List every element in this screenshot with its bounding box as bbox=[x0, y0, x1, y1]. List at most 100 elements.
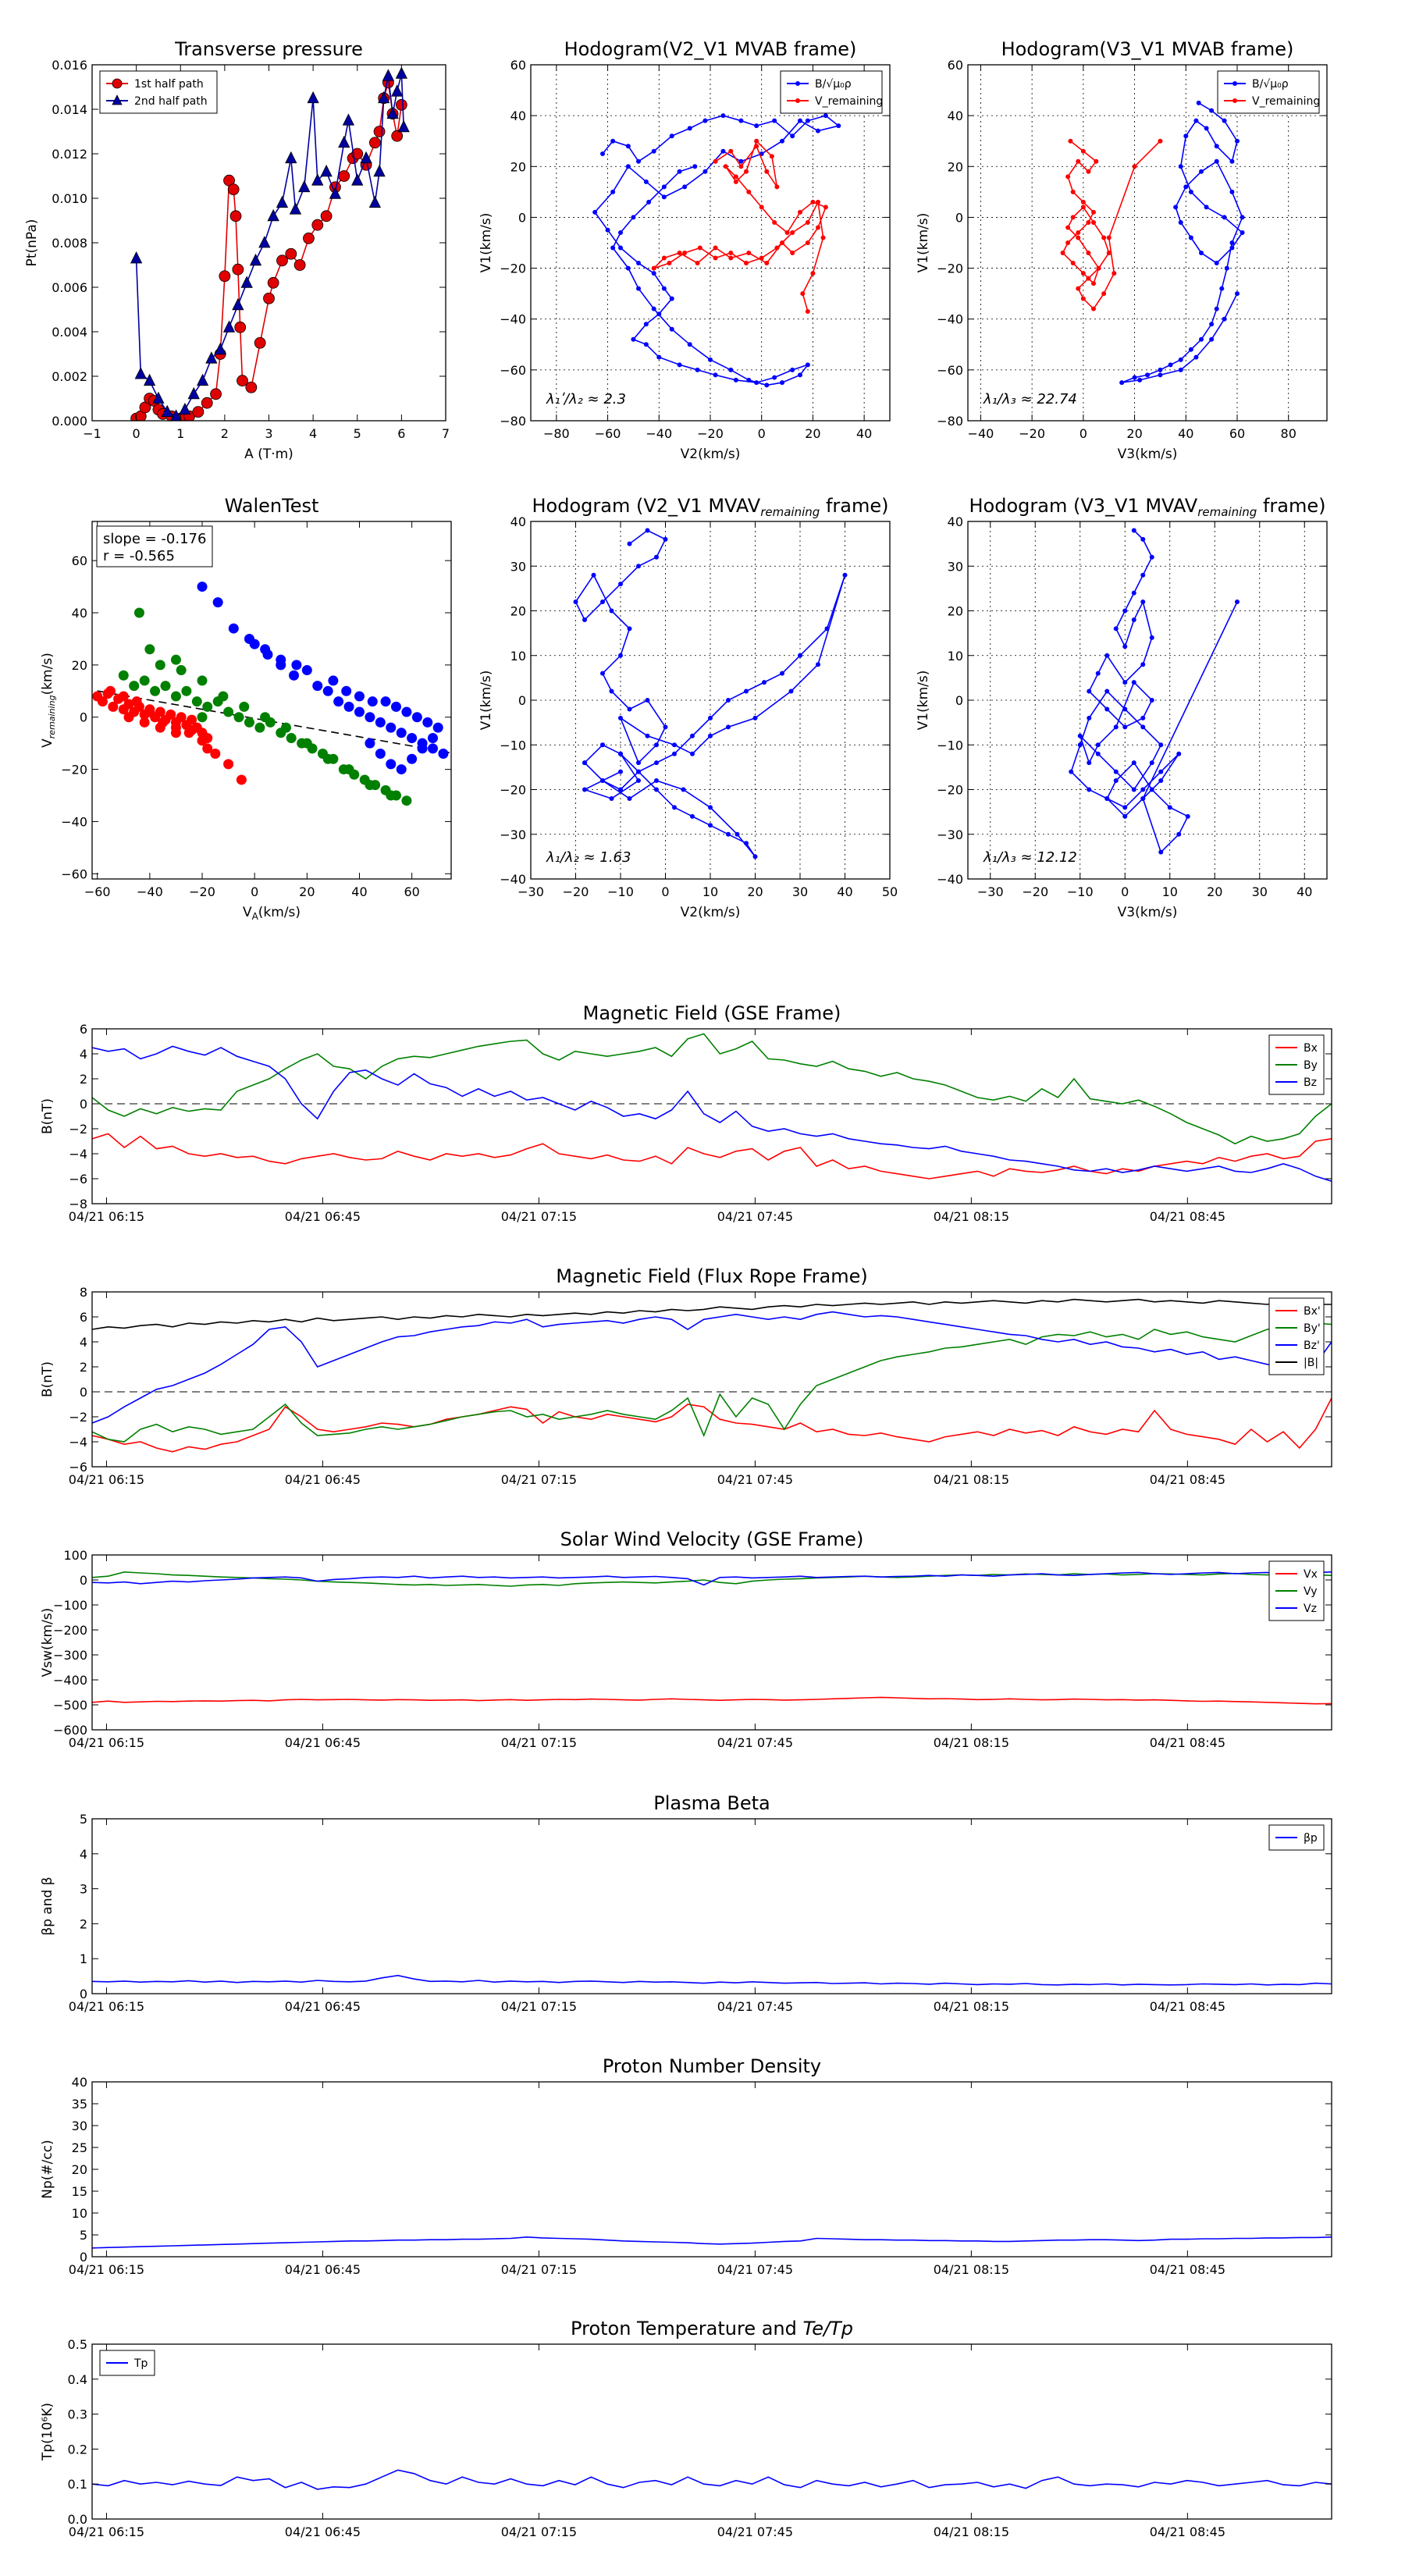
data-point bbox=[582, 617, 587, 622]
ratio-annotation: λ₁/λ₂ ≈ 1.63 bbox=[546, 849, 631, 866]
x-tick-label: 04/21 07:15 bbox=[501, 1472, 577, 1487]
data-point bbox=[1140, 572, 1146, 578]
plot-area bbox=[92, 1571, 1332, 1705]
x-tick-label: −20 bbox=[563, 884, 589, 899]
data-point bbox=[236, 774, 247, 785]
data-point bbox=[170, 409, 182, 421]
y-tick-label: 5 bbox=[80, 1812, 87, 1827]
data-point bbox=[343, 764, 354, 775]
data-point bbox=[690, 751, 695, 756]
data-point bbox=[1235, 291, 1240, 297]
y-axis-label: V1(km/s) bbox=[478, 213, 494, 273]
data-point bbox=[728, 251, 734, 256]
series-line bbox=[92, 1045, 1332, 1182]
data-point bbox=[1178, 164, 1183, 169]
data-point bbox=[1131, 760, 1136, 766]
y-tick-label: −4 bbox=[69, 1147, 87, 1162]
x-tick-label: 50 bbox=[882, 884, 898, 899]
data-point bbox=[258, 236, 271, 248]
chart-title: Hodogram (V3_V1 MVAVremaining frame) bbox=[969, 495, 1326, 519]
stats-box bbox=[96, 525, 213, 568]
axes-frame bbox=[967, 521, 1328, 880]
data-point bbox=[1178, 367, 1183, 372]
data-point bbox=[636, 564, 641, 569]
y-axis-label: βp and β bbox=[40, 1877, 55, 1935]
data-point bbox=[1145, 372, 1150, 378]
data-point bbox=[1140, 662, 1146, 667]
data-point bbox=[391, 84, 404, 97]
data-point bbox=[375, 717, 386, 728]
data-point bbox=[338, 170, 350, 182]
legend-box bbox=[99, 70, 218, 114]
data-point bbox=[754, 144, 759, 149]
data-point bbox=[625, 265, 631, 271]
legend-label: B/√μ₀ρ bbox=[1252, 78, 1289, 91]
data-point bbox=[170, 654, 181, 665]
x-tick-label: 20 bbox=[747, 884, 763, 899]
data-point bbox=[97, 696, 108, 707]
plot-area bbox=[92, 1974, 1332, 1986]
data-point bbox=[654, 554, 659, 560]
data-point bbox=[129, 681, 140, 692]
y-tick-label: 0.3 bbox=[68, 2407, 87, 2422]
x-tick-label: 04/21 06:45 bbox=[285, 1209, 361, 1224]
x-tick-label: 0 bbox=[1080, 426, 1087, 441]
data-point bbox=[1140, 795, 1146, 801]
data-point bbox=[298, 180, 311, 193]
data-point bbox=[1173, 205, 1179, 210]
data-point bbox=[150, 685, 161, 696]
data-point bbox=[411, 712, 422, 723]
data-point bbox=[1080, 271, 1086, 276]
data-point bbox=[1240, 215, 1245, 220]
y-tick-label: −10 bbox=[500, 738, 526, 753]
data-point bbox=[772, 219, 777, 225]
data-point bbox=[636, 286, 641, 291]
data-point bbox=[600, 151, 605, 156]
x-tick-label: −20 bbox=[1022, 884, 1048, 899]
data-point bbox=[1183, 133, 1189, 139]
x-tick-label: −30 bbox=[518, 884, 544, 899]
y-tick-label: 30 bbox=[72, 2119, 87, 2133]
data-point bbox=[1094, 158, 1099, 164]
legend-entry: By bbox=[1275, 1059, 1318, 1072]
axes-frame bbox=[91, 1554, 1332, 1731]
axes-frame bbox=[91, 1028, 1332, 1204]
data-point bbox=[249, 253, 262, 266]
series-vx bbox=[92, 1696, 1332, 1705]
data-point bbox=[386, 722, 397, 733]
x-tick-label: 3 bbox=[265, 426, 272, 441]
stats-text: slope = -0.176 bbox=[103, 531, 206, 547]
data-point bbox=[197, 712, 208, 723]
x-tick-label: −80 bbox=[543, 426, 570, 441]
x-tick-label: 80 bbox=[1281, 426, 1297, 441]
data-point bbox=[1065, 240, 1071, 245]
legend-entry: Vy bbox=[1275, 1585, 1318, 1598]
data-point bbox=[160, 681, 171, 692]
data-point bbox=[1076, 158, 1081, 164]
series-line bbox=[594, 115, 841, 386]
legend-entry: Bx bbox=[1275, 1042, 1318, 1055]
series-line bbox=[92, 1397, 1332, 1453]
data-point bbox=[780, 138, 784, 144]
data-point bbox=[1235, 600, 1240, 605]
series-line bbox=[92, 1974, 1332, 1986]
y-tick-label: 0.2 bbox=[68, 2442, 87, 2457]
data-point bbox=[824, 626, 830, 632]
chart-title: Hodogram(V2_V1 MVAB frame) bbox=[564, 38, 857, 60]
data-point bbox=[123, 712, 134, 723]
data-point bbox=[176, 665, 187, 676]
legend-label: Bx' bbox=[1304, 1305, 1321, 1318]
legend-label: B/√μ₀ρ bbox=[815, 78, 852, 91]
data-point bbox=[764, 382, 770, 388]
y-tick-label: 0.010 bbox=[52, 191, 87, 206]
data-point bbox=[133, 607, 144, 618]
data-point bbox=[600, 671, 605, 676]
y-tick-label: 40 bbox=[948, 514, 963, 529]
y-tick-label: 30 bbox=[948, 559, 963, 574]
data-point bbox=[744, 841, 749, 846]
data-point bbox=[764, 169, 770, 174]
data-point bbox=[427, 743, 438, 754]
chart-hodogram-v3-v1-mvav: Hodogram (V3_V1 MVAVremaining frame)−30−… bbox=[916, 495, 1328, 920]
data-point bbox=[367, 696, 378, 707]
